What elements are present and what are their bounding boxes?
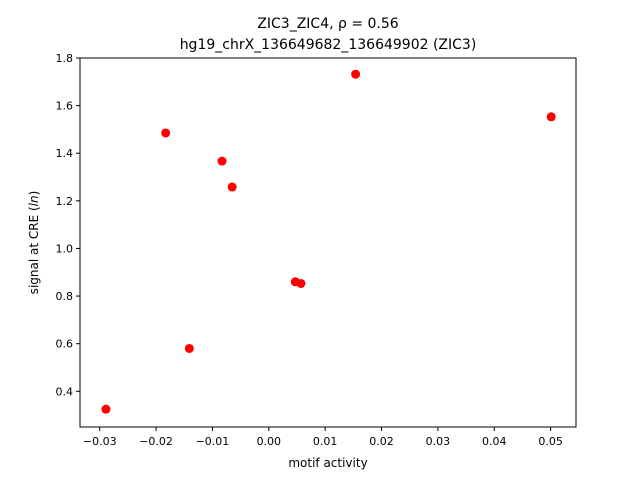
scatter-point: [351, 69, 361, 79]
data-points: [101, 69, 556, 414]
y-tick-label: 1.0: [56, 242, 74, 255]
scatter-point: [184, 343, 194, 353]
x-axis-ticks: −0.03 −0.02 −0.01 0.00 0.01 0.02 0.03 0.04 0.05: [83, 427, 563, 448]
y-tick-label: 0.4: [56, 385, 74, 398]
y-axis-label: signal at CRE (ln): [27, 191, 41, 295]
scatter-point: [217, 156, 227, 166]
chart-title-line2: hg19_chrX_136649682_136649902 (ZIC3): [180, 37, 477, 53]
y-tick-label: 0.8: [56, 290, 74, 303]
x-tick-label: −0.02: [139, 435, 173, 448]
scatter-point: [161, 128, 171, 138]
x-tick-label: 0.02: [369, 435, 394, 448]
y-tick-label: 1.4: [56, 147, 74, 160]
scatter-point: [546, 112, 556, 122]
y-tick-label: 0.6: [56, 338, 74, 351]
x-tick-label: −0.03: [83, 435, 117, 448]
y-axis-ticks: 0.4 0.6 0.8 1.0 1.2 1.4 1.6 1.8: [56, 52, 80, 398]
x-tick-label: 0.05: [538, 435, 563, 448]
scatter-point: [227, 182, 237, 192]
x-tick-label: 0.04: [482, 435, 507, 448]
y-axis-label-italic: ln: [27, 195, 41, 206]
x-axis-label: motif activity: [288, 456, 367, 470]
chart-title-line1: ZIC3_ZIC4, ρ = 0.56: [257, 16, 398, 32]
y-tick-label: 1.2: [56, 195, 74, 208]
y-tick-label: 1.6: [56, 100, 74, 113]
scatter-point: [296, 278, 306, 288]
plot-frame: [79, 57, 577, 428]
scatter-point: [101, 404, 111, 414]
y-tick-label: 1.8: [56, 52, 74, 65]
x-tick-label: 0.00: [257, 435, 282, 448]
x-tick-label: 0.01: [313, 435, 338, 448]
x-tick-label: 0.03: [426, 435, 451, 448]
x-tick-label: −0.01: [196, 435, 230, 448]
y-axis-label-prefix: signal at CRE (: [27, 206, 41, 294]
y-axis-label-suffix: ): [27, 191, 41, 196]
